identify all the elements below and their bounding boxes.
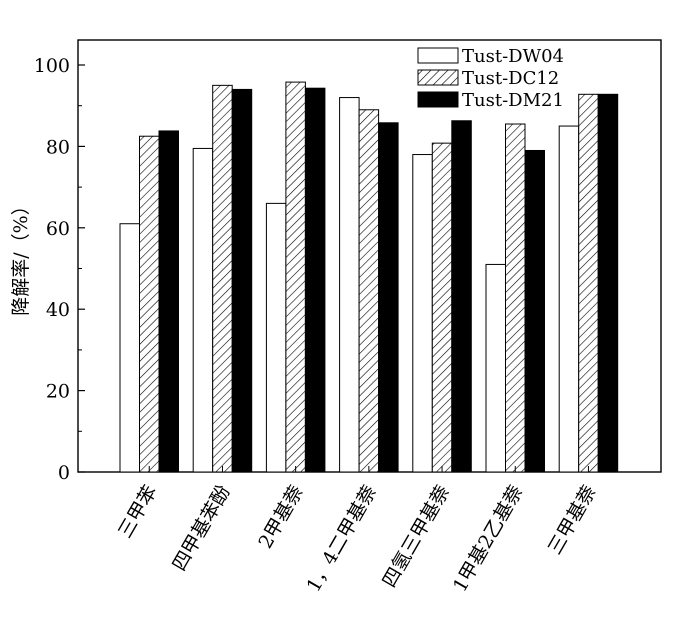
bar-tust-dc12-2 — [285, 81, 306, 473]
legend-label: Tust-DM21 — [462, 90, 564, 111]
bar-tust-dc12-4 — [431, 142, 453, 473]
bar-tust-dc12-0 — [139, 135, 160, 473]
bar-tust-dw04-5 — [485, 263, 506, 473]
category-label: 四甲基苯酚 — [168, 482, 235, 575]
y-tick-label: 80 — [46, 136, 70, 158]
category-label: 1甲基2乙基萘 — [449, 482, 528, 596]
bar-tust-dm21-5 — [524, 149, 545, 473]
legend-swatch — [417, 91, 459, 108]
category-label: 1，4二甲基萘 — [303, 482, 382, 596]
bars — [119, 81, 619, 473]
category-label: 2甲基萘 — [254, 482, 308, 553]
category-label: 三甲苯 — [114, 482, 162, 542]
y-tick-label: 100 — [34, 55, 70, 77]
y-tick-label: 20 — [46, 381, 70, 403]
legend-label: Tust-DW04 — [462, 46, 564, 67]
bar-tust-dm21-0 — [158, 130, 179, 473]
bar-tust-dc12-3 — [358, 109, 380, 473]
bar-tust-dw04-3 — [339, 97, 360, 473]
legend-swatch — [417, 69, 459, 86]
bar-tust-dw04-4 — [412, 154, 433, 473]
legend-label: Tust-DC12 — [462, 68, 559, 89]
bar-tust-dm21-3 — [378, 122, 399, 473]
bar-tust-dw04-2 — [265, 202, 287, 473]
bar-tust-dc12-1 — [212, 84, 233, 473]
bar-tust-dw04-0 — [119, 223, 140, 473]
legend-swatch — [417, 47, 459, 64]
bar-tust-dw04-6 — [558, 125, 580, 473]
y-tick-label: 40 — [46, 299, 70, 321]
bar-tust-dm21-4 — [451, 120, 472, 473]
category-label: 三甲基萘 — [544, 482, 601, 559]
bar-tust-dm21-2 — [304, 87, 326, 473]
bar-tust-dc12-6 — [578, 93, 599, 473]
bar-tust-dm21-1 — [231, 88, 253, 473]
y-axis: 0 20 40 60 80 100 — [34, 55, 85, 484]
y-axis-title: 降解率/（%） — [10, 196, 32, 315]
bar-tust-dm21-6 — [597, 93, 619, 473]
y-tick-label: 0 — [58, 462, 70, 484]
bar-tust-dw04-1 — [192, 147, 214, 473]
category-label: 四氢三甲基萘 — [378, 482, 454, 592]
bar-tust-dc12-5 — [505, 123, 526, 473]
y-tick-label: 60 — [46, 218, 70, 240]
